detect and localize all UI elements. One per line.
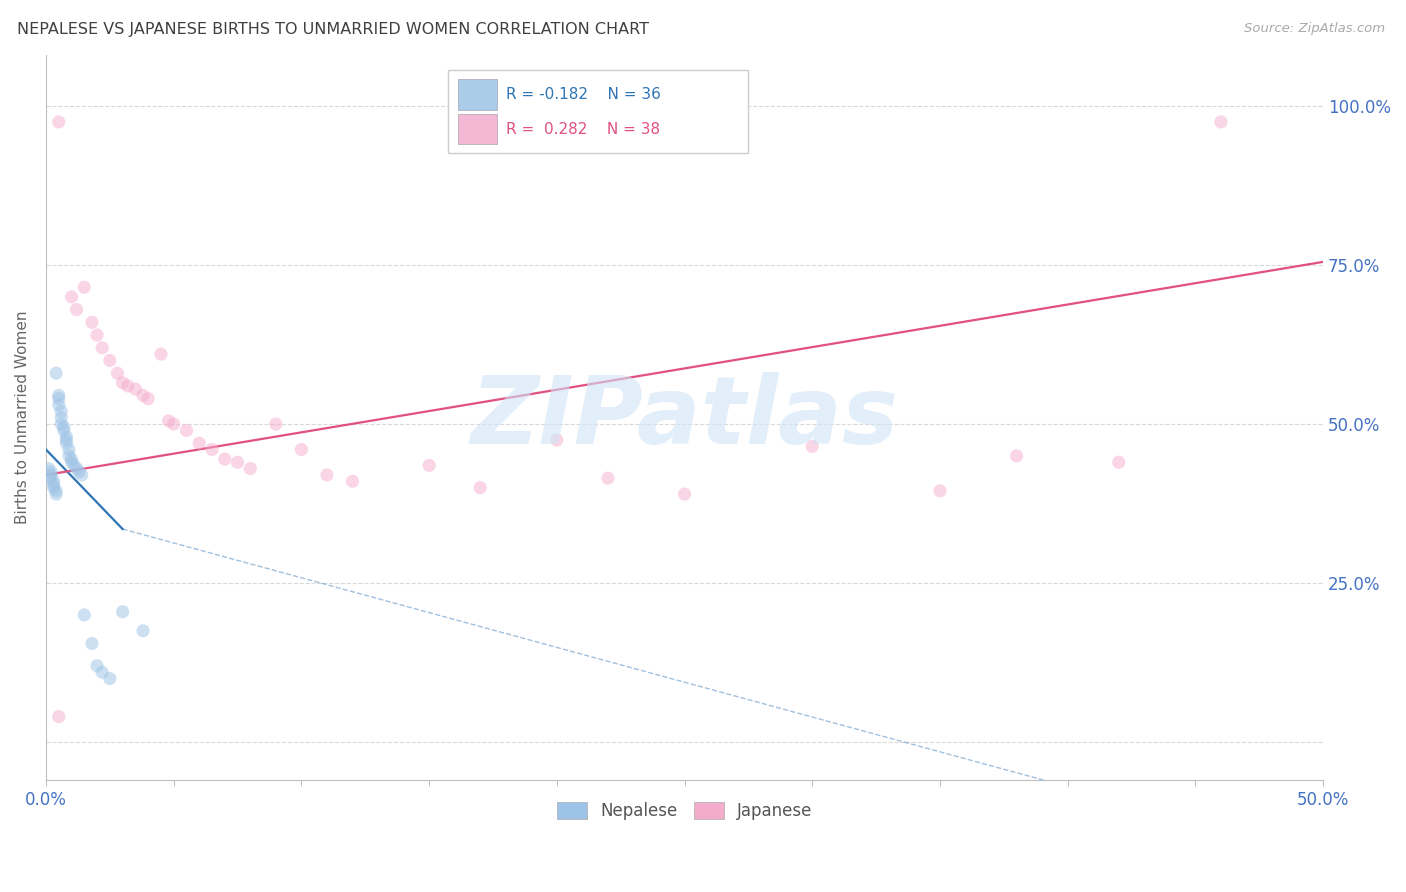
Point <box>470 481 492 495</box>
Point <box>52 424 75 438</box>
Point <box>48 388 70 402</box>
Point <box>80 315 103 329</box>
Point <box>48 398 70 412</box>
Point <box>1005 449 1028 463</box>
FancyBboxPatch shape <box>449 70 748 153</box>
Point <box>58 449 80 463</box>
Point <box>214 452 236 467</box>
Point <box>42 481 65 495</box>
Point <box>132 624 155 638</box>
Text: R =  0.282    N = 38: R = 0.282 N = 38 <box>506 121 659 136</box>
Point <box>42 475 65 489</box>
Point <box>176 424 198 438</box>
Point <box>52 420 75 434</box>
Point <box>157 414 180 428</box>
Text: NEPALESE VS JAPANESE BIRTHS TO UNMARRIED WOMEN CORRELATION CHART: NEPALESE VS JAPANESE BIRTHS TO UNMARRIED… <box>17 22 650 37</box>
Point <box>929 483 952 498</box>
Point <box>60 290 83 304</box>
Point <box>316 467 339 482</box>
Point <box>673 487 696 501</box>
Y-axis label: Births to Unmarried Women: Births to Unmarried Women <box>15 311 30 524</box>
Point <box>51 410 73 425</box>
Point <box>73 607 96 622</box>
Point <box>1108 455 1130 469</box>
Point <box>55 430 77 444</box>
Point <box>342 475 364 489</box>
Point <box>39 471 62 485</box>
Point <box>58 442 80 457</box>
Point <box>38 461 60 475</box>
Point <box>86 658 108 673</box>
Text: ZIPatlas: ZIPatlas <box>471 372 898 464</box>
Point <box>86 328 108 343</box>
Point <box>80 636 103 650</box>
Point <box>67 465 90 479</box>
Point <box>70 467 93 482</box>
Point <box>801 439 824 453</box>
Point <box>163 417 186 431</box>
Point <box>226 455 249 469</box>
Text: R = -0.182    N = 36: R = -0.182 N = 36 <box>506 87 661 102</box>
Point <box>39 467 62 482</box>
Point <box>45 487 67 501</box>
Point <box>98 672 121 686</box>
Point <box>55 433 77 447</box>
Point <box>124 382 146 396</box>
Point <box>149 347 172 361</box>
FancyBboxPatch shape <box>458 79 496 110</box>
Point <box>65 461 87 475</box>
Point <box>107 366 129 380</box>
Point <box>239 461 262 475</box>
Point <box>39 465 62 479</box>
Point <box>48 392 70 406</box>
Point <box>596 471 619 485</box>
Text: Source: ZipAtlas.com: Source: ZipAtlas.com <box>1244 22 1385 36</box>
Point <box>91 341 114 355</box>
Point <box>48 709 70 723</box>
Point <box>546 433 568 447</box>
Point <box>117 379 139 393</box>
Point <box>51 417 73 431</box>
Point <box>65 302 87 317</box>
Point <box>418 458 440 473</box>
Point <box>55 436 77 450</box>
Point <box>73 280 96 294</box>
Legend: Nepalese, Japanese: Nepalese, Japanese <box>550 795 820 826</box>
Point <box>48 115 70 129</box>
Point <box>201 442 224 457</box>
Point <box>98 353 121 368</box>
Point <box>264 417 287 431</box>
Point <box>132 388 155 402</box>
Point <box>51 404 73 418</box>
Point <box>188 436 211 450</box>
Point <box>42 477 65 491</box>
Point <box>91 665 114 680</box>
Point <box>136 392 159 406</box>
FancyBboxPatch shape <box>458 114 496 145</box>
Point <box>63 458 86 473</box>
Point <box>45 366 67 380</box>
Point <box>60 455 83 469</box>
Point <box>60 452 83 467</box>
Point <box>45 483 67 498</box>
Point <box>290 442 312 457</box>
Point <box>111 376 134 390</box>
Point <box>1209 115 1232 129</box>
Point <box>111 605 134 619</box>
